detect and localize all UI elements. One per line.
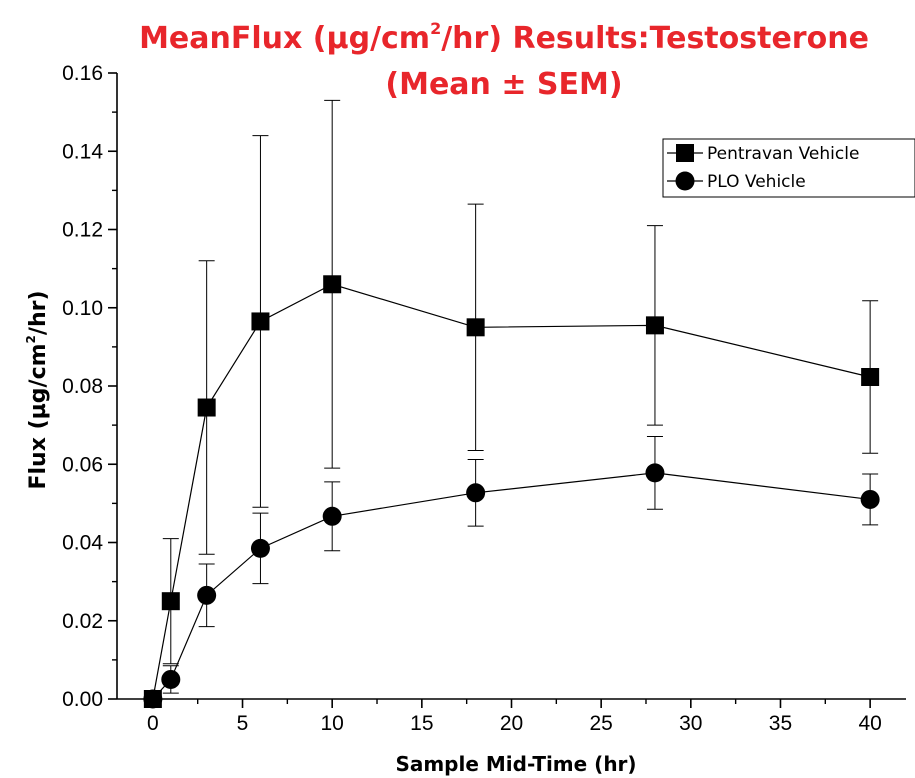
y-tick-label: 0.06 bbox=[62, 453, 103, 476]
y-tick-label: 0.12 bbox=[62, 219, 103, 242]
legend-label: PLO Vehicle bbox=[707, 172, 806, 192]
y-tick-label: 0.10 bbox=[62, 297, 103, 320]
chart-title-part-a: MeanFlux (µg/cm bbox=[139, 21, 430, 56]
data-point-circle bbox=[143, 689, 163, 709]
series-plo bbox=[143, 435, 880, 709]
data-point-square bbox=[197, 398, 216, 417]
y-tick-label: 0.08 bbox=[62, 375, 103, 398]
y-axis-title: Flux (µg/cm2/hr) bbox=[24, 290, 51, 489]
data-point-circle bbox=[322, 506, 342, 526]
data-point-circle bbox=[860, 489, 880, 509]
data-point-circle bbox=[645, 463, 665, 483]
y-axis-title-superscript: 2 bbox=[24, 335, 38, 343]
x-tick-label: 30 bbox=[679, 712, 702, 735]
data-point-square bbox=[161, 592, 180, 611]
x-tick-label: 0 bbox=[147, 712, 159, 735]
y-tick-label: 0.00 bbox=[62, 688, 103, 711]
y-tick-label: 0.04 bbox=[62, 532, 103, 555]
x-tick-label: 35 bbox=[769, 712, 792, 735]
legend-marker-square bbox=[676, 144, 694, 162]
chart-title: MeanFlux (µg/cm2/hr) Results:Testosteron… bbox=[139, 19, 869, 56]
legend-marker-circle bbox=[675, 171, 695, 191]
series-line bbox=[152, 283, 871, 700]
chart-title-part-b: /hr) Results:Testosterone bbox=[441, 21, 869, 56]
chart-subtitle: (Mean ± SEM) bbox=[385, 67, 622, 102]
x-tick-label: 40 bbox=[858, 712, 881, 735]
x-axis-title: Sample Mid-Time (hr) bbox=[395, 752, 636, 776]
legend-box bbox=[662, 138, 915, 198]
data-point-square bbox=[251, 312, 270, 331]
legend-label: Pentravan Vehicle bbox=[707, 144, 859, 164]
data-point-circle bbox=[197, 585, 217, 605]
data-point-circle bbox=[466, 483, 486, 503]
y-axis-title-part-a: Flux (µg/cm bbox=[26, 343, 51, 489]
x-tick-label: 10 bbox=[321, 712, 344, 735]
series-pentravan bbox=[143, 99, 880, 708]
y-tick-label: 0.16 bbox=[62, 62, 103, 85]
data-point-square bbox=[466, 318, 485, 337]
data-point-circle bbox=[161, 669, 181, 689]
data-point-square bbox=[323, 275, 342, 294]
y-axis-title-part-b: /hr) bbox=[26, 290, 51, 335]
x-tick-label: 20 bbox=[500, 712, 523, 735]
chart-title-superscript: 2 bbox=[430, 19, 441, 38]
x-tick-label: 25 bbox=[589, 712, 612, 735]
x-tick-label: 15 bbox=[410, 712, 433, 735]
data-point-square bbox=[861, 368, 880, 387]
data-point-circle bbox=[250, 538, 270, 558]
data-point-square bbox=[645, 316, 664, 335]
y-tick-label: 0.02 bbox=[62, 610, 103, 633]
x-tick-label: 5 bbox=[237, 712, 249, 735]
y-tick-label: 0.14 bbox=[62, 140, 103, 163]
